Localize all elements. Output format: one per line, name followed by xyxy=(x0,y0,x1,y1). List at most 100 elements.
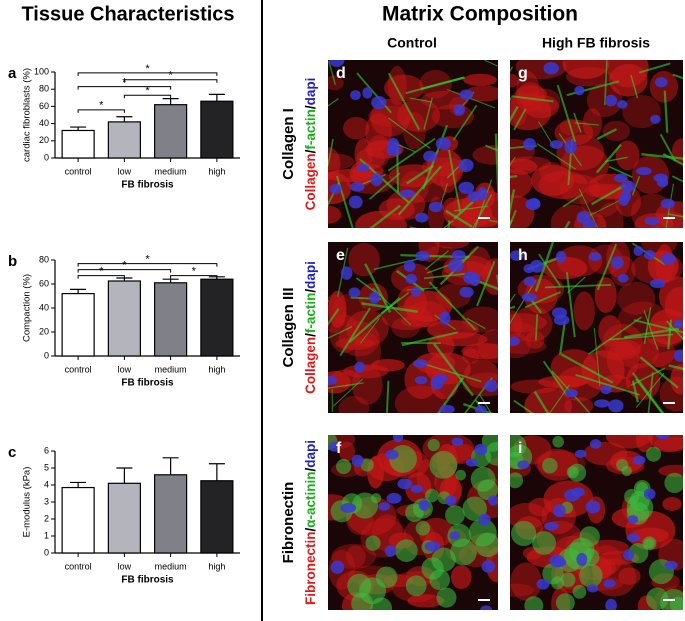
matrix-signal xyxy=(510,583,534,597)
actinin-signal xyxy=(470,466,496,492)
actin-fiber xyxy=(608,165,633,178)
stain-part: / xyxy=(303,105,318,109)
actinin-signal xyxy=(646,587,669,610)
y-tick-label: 6 xyxy=(44,445,49,455)
nucleus xyxy=(617,100,628,109)
panel-label: a xyxy=(8,65,17,82)
nucleus xyxy=(613,173,628,183)
nucleus xyxy=(387,137,399,151)
nucleus xyxy=(664,560,678,570)
nucleus xyxy=(384,545,397,557)
stain-part: / xyxy=(303,149,318,153)
nucleus xyxy=(517,460,530,469)
stain-part: Collagen xyxy=(303,337,318,394)
actin-fiber xyxy=(574,122,599,126)
actinin-signal xyxy=(560,572,576,588)
actin-fiber xyxy=(596,128,618,141)
matrix-signal xyxy=(573,291,595,331)
nucleus xyxy=(650,278,666,289)
actin-fiber xyxy=(423,97,433,130)
panel-label: d xyxy=(336,65,346,82)
matrix-signal xyxy=(635,435,654,453)
y-tick-label: 40 xyxy=(39,118,49,128)
significance-bracket xyxy=(77,72,218,76)
actinin-signal xyxy=(552,435,565,448)
nucleus xyxy=(340,266,353,280)
matrix-signal xyxy=(510,379,559,394)
significance-bracket xyxy=(170,275,218,279)
nucleus xyxy=(424,541,441,552)
actinin-signal xyxy=(359,577,386,605)
nucleus xyxy=(329,183,342,195)
actin-fiber xyxy=(631,372,665,413)
nucleus xyxy=(626,533,641,543)
bar xyxy=(61,293,95,357)
nucleus xyxy=(523,137,536,151)
matrix-signal xyxy=(461,343,498,360)
bar xyxy=(107,482,141,554)
nucleus xyxy=(414,376,428,385)
micrograph xyxy=(510,435,683,610)
y-tick-label: 1 xyxy=(44,530,49,540)
nucleus xyxy=(586,584,599,593)
stain-part: dapi xyxy=(303,78,318,106)
nucleus xyxy=(348,287,361,298)
actin-fiber xyxy=(575,373,640,396)
actinin-signal xyxy=(415,521,431,536)
matrix-signal xyxy=(510,313,547,333)
actinin-signal xyxy=(555,593,575,610)
significance-bracket xyxy=(123,79,218,83)
y-tick-label: 80 xyxy=(39,84,49,94)
actinin-signal xyxy=(524,596,544,610)
actin-fiber xyxy=(624,327,680,339)
nucleus xyxy=(474,443,488,456)
significance-label: * xyxy=(145,63,150,75)
matrix-signal xyxy=(616,282,656,315)
y-tick-label: 0 xyxy=(44,547,49,557)
significance-bracket xyxy=(123,94,172,99)
nucleus xyxy=(378,502,391,511)
actin-fiber xyxy=(604,156,628,163)
nucleus xyxy=(354,361,366,373)
nucleus xyxy=(627,515,639,524)
actinin-signal xyxy=(395,539,418,562)
actinin-signal xyxy=(468,518,497,547)
nucleus xyxy=(444,495,457,506)
matrix-signal xyxy=(463,73,497,86)
nucleus xyxy=(386,493,402,504)
nucleus xyxy=(328,375,338,386)
actinin-signal xyxy=(568,463,587,482)
bar xyxy=(107,121,141,159)
actinin-signal xyxy=(645,446,662,462)
matrix-signal xyxy=(554,119,594,146)
y-axis-label: Compaction (%) xyxy=(22,274,33,342)
actin-fiber xyxy=(534,242,555,292)
micrograph xyxy=(328,435,498,610)
bar xyxy=(200,480,234,554)
y-tick-label: 0 xyxy=(44,350,49,360)
significance-label: * xyxy=(145,254,150,266)
bar xyxy=(61,486,95,554)
nucleus xyxy=(510,250,524,261)
actin-fiber xyxy=(663,90,669,133)
nucleus xyxy=(467,191,480,203)
significance-label: * xyxy=(99,266,104,278)
actin-fiber xyxy=(588,316,642,355)
matrix-signal xyxy=(338,395,370,413)
actin-fiber xyxy=(423,272,466,280)
actin-fiber xyxy=(360,317,380,344)
nucleus xyxy=(458,158,474,172)
actin-fiber xyxy=(596,243,618,291)
micrograph xyxy=(328,242,498,413)
actin-fiber xyxy=(466,317,486,330)
matrix-signal xyxy=(427,334,455,359)
x-tick-label: high xyxy=(208,561,225,571)
actin-fiber xyxy=(496,274,498,287)
nucleus xyxy=(453,104,465,116)
nucleus xyxy=(633,245,644,257)
nucleus xyxy=(484,379,498,392)
x-tick-label: medium xyxy=(155,364,187,374)
actinin-signal xyxy=(542,563,564,585)
bar xyxy=(154,282,188,357)
